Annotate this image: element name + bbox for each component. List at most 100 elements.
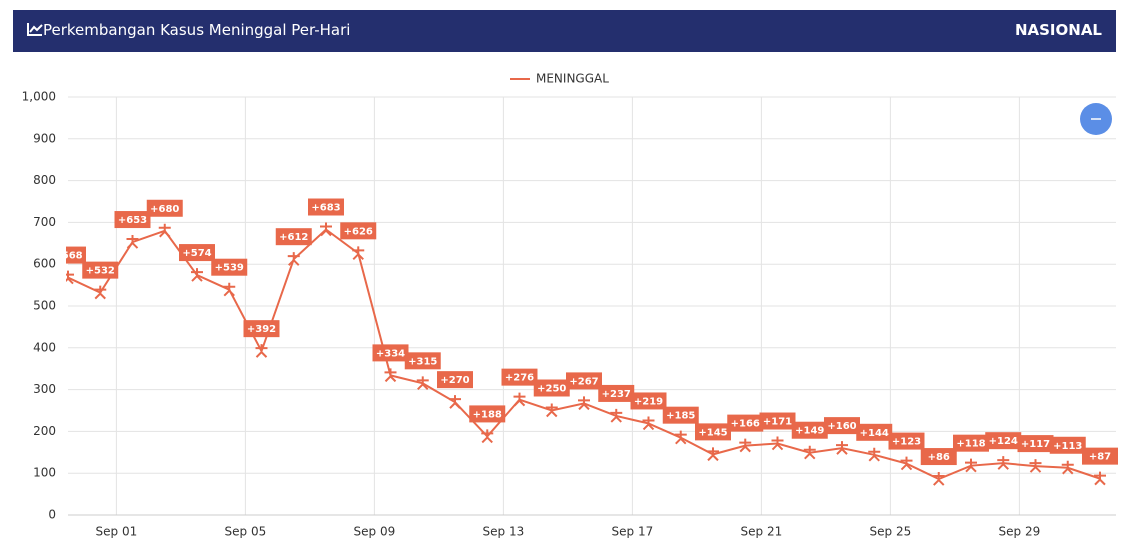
marker	[94, 285, 107, 300]
marker	[66, 270, 74, 285]
value-label-box	[1049, 436, 1086, 454]
value-label-box	[727, 414, 764, 432]
marker	[449, 395, 461, 409]
y-tick-label: 500	[33, 299, 56, 313]
value-label: +626	[344, 226, 373, 237]
value-label: +270	[440, 375, 469, 386]
marker	[932, 472, 945, 486]
value-label: +144	[860, 428, 889, 439]
value-label: +276	[505, 373, 534, 384]
marker	[674, 430, 687, 445]
marker	[158, 223, 171, 238]
value-label-box	[179, 244, 215, 262]
value-label: +315	[408, 356, 437, 367]
marker	[642, 416, 655, 431]
marker	[287, 252, 300, 266]
y-tick-label: 700	[33, 215, 56, 229]
value-label-box	[920, 448, 957, 466]
x-tick-label: Sep 13	[483, 525, 525, 539]
value-label-box	[82, 261, 119, 279]
value-label: +86	[928, 452, 950, 463]
y-tick-label: 300	[33, 382, 56, 396]
x-tick-label: Sep 21	[741, 525, 783, 539]
value-label: +117	[1021, 439, 1050, 450]
value-label: +149	[795, 426, 824, 437]
y-tick-label: 1,000	[22, 90, 56, 104]
y-tick-label: 200	[33, 424, 56, 438]
marker	[739, 438, 752, 453]
value-label-box	[598, 384, 635, 402]
y-tick-label: 900	[33, 131, 56, 145]
value-label: +574	[182, 248, 211, 259]
value-label-box	[953, 434, 989, 452]
value-label: +267	[569, 376, 598, 387]
value-label-box	[146, 199, 183, 217]
marker	[1094, 471, 1106, 486]
marker	[513, 392, 526, 407]
marker	[320, 222, 332, 237]
y-tick-label: 800	[33, 173, 56, 187]
marker	[126, 235, 139, 249]
value-label: +124	[989, 436, 1018, 447]
value-label-box	[566, 372, 602, 390]
marker	[578, 396, 590, 411]
header: Perkembangan Kasus Meninggal Per-Hari NA…	[13, 10, 1116, 52]
y-tick-label: 0	[48, 508, 56, 522]
y-tick-label: 600	[33, 257, 56, 271]
value-label-box	[275, 228, 312, 246]
title-text: Perkembangan Kasus Meninggal Per-Hari	[43, 21, 351, 39]
plot: +568 +532 +653+680 +574 +539 +392 +612 +683 +626…	[66, 198, 1118, 486]
value-label: +185	[666, 411, 695, 422]
value-label-box	[114, 211, 151, 229]
value-label: +250	[537, 384, 566, 395]
marker	[545, 403, 558, 418]
value-label-box	[66, 246, 86, 264]
value-label: +188	[473, 409, 502, 420]
marker	[610, 408, 623, 423]
value-label-box	[824, 417, 860, 435]
marker	[965, 458, 977, 473]
marker	[900, 456, 913, 471]
value-label-box	[211, 258, 248, 276]
value-label-box	[695, 423, 731, 441]
value-label-box	[791, 421, 828, 439]
value-label-box	[243, 320, 280, 338]
value-label: +87	[1089, 452, 1111, 463]
x-tick-label: Sep 29	[999, 525, 1041, 539]
value-label: +539	[215, 263, 244, 274]
value-label-box	[662, 406, 699, 424]
header-title: Perkembangan Kasus Meninggal Per-Hari	[27, 21, 350, 39]
region: NASIONAL	[1014, 21, 1102, 39]
value-label-box	[501, 368, 538, 386]
value-label: +237	[602, 389, 631, 400]
marker	[416, 376, 429, 391]
value-label-box	[308, 198, 344, 216]
value-label: +334	[376, 348, 405, 359]
value-label: +653	[118, 215, 147, 226]
x-tick-label: Sep 09	[354, 525, 396, 539]
value-label-box	[759, 412, 796, 430]
marker	[707, 447, 719, 462]
value-label-box	[437, 371, 473, 389]
value-label: +219	[634, 396, 663, 407]
marker	[836, 441, 848, 455]
marker	[481, 429, 494, 444]
x-tick-label: Sep 25	[870, 525, 912, 539]
marker	[771, 436, 784, 451]
value-label-box	[372, 344, 409, 362]
y-tick-label: 400	[33, 340, 56, 354]
marker	[223, 282, 236, 297]
marker	[352, 246, 365, 261]
value-label: +612	[279, 232, 308, 243]
marker	[997, 456, 1010, 470]
value-label-box	[856, 423, 893, 441]
marker	[255, 344, 268, 358]
legend-label: MENINGGAL	[536, 72, 609, 86]
value-label-box	[404, 352, 441, 370]
value-label: +680	[150, 204, 179, 215]
x-tick-label: Sep 05	[225, 525, 267, 539]
marker	[191, 268, 203, 282]
x-tick-label: Sep 01	[96, 525, 138, 539]
